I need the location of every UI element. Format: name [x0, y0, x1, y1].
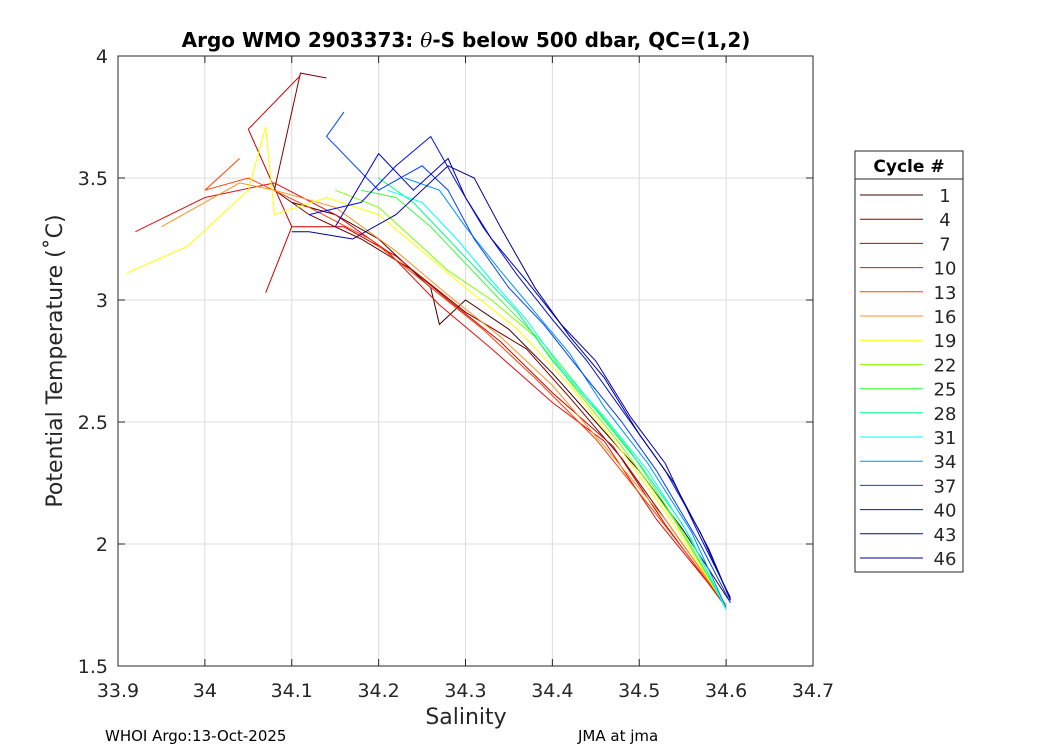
legend: Cycle # 1 4 7 10 13 16 19 22 25 28 31 34 37 40 43 46	[854, 150, 964, 573]
legend-item: 1	[860, 186, 951, 207]
series-line-cycle-34	[404, 177, 727, 608]
legend-label: 19	[934, 331, 957, 352]
x-tick-label: 34	[193, 680, 217, 702]
x-tick-label: 34.2	[357, 680, 399, 702]
legend-item: 28	[860, 404, 956, 425]
series-line-cycle-16	[161, 182, 727, 606]
legend-item: 40	[860, 501, 956, 522]
y-tick-label: 2.5	[78, 412, 108, 434]
legend-item: 43	[860, 525, 956, 546]
legend-item: 19	[860, 331, 956, 352]
title-theta: θ	[420, 28, 432, 52]
legend-label: 46	[934, 549, 957, 570]
legend-item: 25	[860, 380, 956, 401]
legend-label: 16	[934, 307, 957, 328]
x-tick-label: 34.5	[618, 680, 660, 702]
legend-item: 16	[860, 307, 956, 328]
footer-left: WHOI Argo:13-Oct-2025	[105, 727, 286, 745]
legend-label: 34	[934, 452, 957, 473]
series-line-cycle-31	[387, 189, 727, 611]
legend-item: 46	[860, 549, 956, 570]
legend-box	[854, 150, 964, 573]
axis-ticks: 33.9 34 34.1 34.2 34.3 34.4 34.5 34.6 34.71.522.…	[78, 46, 834, 702]
legend-label: 37	[934, 476, 957, 497]
series-line-cycle-13	[204, 158, 727, 606]
x-axis-label: Salinity	[425, 705, 506, 730]
legend-item: 4	[860, 210, 951, 231]
legend-title: Cycle #	[873, 157, 944, 177]
legend-item: 22	[860, 355, 956, 376]
x-tick-label: 34.1	[271, 680, 313, 702]
legend-label: 7	[939, 234, 950, 255]
legend-label: 31	[934, 428, 957, 449]
y-tick-label: 1.5	[78, 656, 108, 678]
y-tick-label: 4	[96, 46, 108, 68]
x-tick-label: 34.4	[531, 680, 573, 702]
legend-item: 34	[860, 452, 956, 473]
chart-title: Argo WMO 2903373: θ-S below 500 dbar, QC…	[182, 28, 751, 52]
y-tick-label: 3	[96, 290, 108, 312]
series-lines	[126, 72, 731, 611]
legend-item: 10	[860, 259, 956, 280]
legend-label: 25	[934, 380, 957, 401]
x-tick-label: 34.7	[792, 680, 834, 702]
series-line-cycle-43	[334, 152, 731, 598]
series-line-cycle-28	[378, 177, 727, 608]
series-line-cycle-46	[291, 165, 731, 601]
title-prefix: Argo WMO 2903373:	[182, 28, 421, 52]
y-tick-label: 3.5	[78, 168, 108, 190]
legend-label: 4	[939, 210, 950, 231]
legend-label: 1	[939, 186, 950, 207]
series-line-cycle-22	[335, 189, 727, 608]
legend-item: 7	[860, 234, 951, 255]
legend-label: 28	[934, 404, 957, 425]
footer-right: JMA at jma	[577, 727, 658, 745]
legend-label: 10	[934, 259, 957, 280]
x-tick-label: 34.3	[444, 680, 486, 702]
series-line-cycle-7	[247, 75, 727, 608]
y-axis-label: Potential Temperature (˚C)	[43, 214, 68, 507]
legend-label: 40	[934, 501, 957, 522]
legend-item: 13	[860, 283, 956, 304]
legend-label: 22	[934, 355, 957, 376]
title-suffix: -S below 500 dbar, QC=(1,2)	[432, 28, 750, 52]
legend-label: 43	[934, 525, 957, 546]
legend-item: 31	[860, 428, 956, 449]
y-tick-label: 2	[96, 534, 108, 556]
series-line-cycle-4	[273, 72, 727, 606]
x-tick-label: 33.9	[97, 680, 139, 702]
x-tick-label: 34.6	[705, 680, 747, 702]
legend-item: 37	[860, 476, 956, 497]
legend-label: 13	[934, 283, 957, 304]
series-line-cycle-25	[361, 189, 727, 608]
series-line-cycle-37	[325, 111, 731, 603]
series-line-cycle-19	[126, 126, 727, 608]
